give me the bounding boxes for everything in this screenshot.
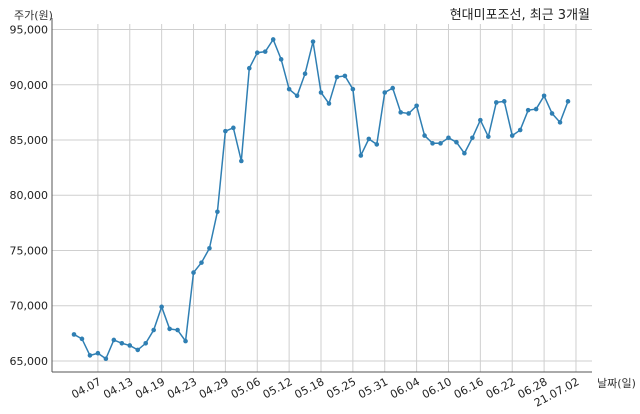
data-point	[342, 73, 348, 79]
data-point	[486, 134, 491, 139]
x-tick-label: 05.25	[324, 375, 358, 401]
data-point	[414, 103, 419, 109]
data-point	[430, 141, 435, 146]
data-point	[127, 343, 133, 348]
data-point	[207, 245, 212, 251]
grid-layer	[52, 24, 592, 372]
data-point	[525, 107, 531, 113]
data-point	[374, 142, 380, 147]
x-tick-label: 05.31	[356, 375, 390, 401]
data-point	[111, 337, 117, 343]
data-point	[143, 340, 149, 346]
data-point	[167, 326, 172, 332]
data-point	[446, 135, 451, 141]
x-tick-label: 05.06	[229, 375, 263, 401]
data-point	[462, 150, 467, 156]
data-point	[159, 304, 164, 310]
data-point	[509, 133, 515, 138]
data-point	[541, 93, 547, 99]
axes-layer	[51, 18, 592, 373]
x-tick-label: 04.13	[101, 375, 135, 401]
data-point	[422, 133, 427, 138]
x-tick-label: 04.23	[165, 375, 199, 401]
data-point	[318, 90, 324, 95]
data-point	[478, 117, 483, 123]
data-point	[454, 139, 459, 145]
x-axis-title: 날짜(일)	[597, 376, 636, 390]
data-point	[278, 57, 284, 62]
series-layer	[71, 37, 571, 362]
x-tick-label: 05.18	[292, 375, 326, 401]
data-point	[398, 110, 403, 115]
data-point	[175, 327, 180, 333]
data-point	[79, 336, 85, 342]
data-point	[549, 111, 555, 116]
y-tick-label: 70,000	[10, 300, 49, 313]
data-point	[231, 125, 236, 131]
data-point	[87, 353, 93, 358]
x-tick-labels: 04.0704.1304.1904.2304.2905.0605.1205.18…	[69, 375, 581, 409]
data-point	[191, 270, 196, 275]
data-point	[501, 99, 507, 104]
chart-title: 현대미포조선, 최근 3개월	[450, 8, 590, 23]
x-tick-label: 05.12	[261, 375, 295, 401]
data-point	[223, 128, 228, 134]
y-tick-label: 65,000	[10, 355, 49, 368]
x-tick-label: 06.10	[420, 375, 454, 401]
data-point	[183, 338, 188, 344]
data-point	[438, 141, 443, 146]
data-point	[239, 158, 244, 164]
data-point	[294, 93, 300, 99]
y-tick-label: 95,000	[10, 24, 49, 37]
x-tick-label: 04.29	[197, 375, 231, 401]
x-tick-label: 04.07	[69, 375, 103, 401]
data-point	[103, 356, 109, 362]
data-point	[135, 347, 141, 353]
y-tick-label: 85,000	[10, 134, 49, 147]
data-point	[95, 350, 101, 356]
y-tick-label: 90,000	[10, 79, 49, 92]
x-tick-label: 06.04	[388, 375, 422, 401]
data-point	[310, 39, 316, 44]
data-point	[254, 50, 260, 56]
data-point	[533, 106, 539, 112]
y-tick-label: 80,000	[10, 189, 49, 202]
data-point	[406, 111, 411, 116]
data-point	[246, 65, 252, 71]
data-point	[358, 153, 364, 158]
data-point	[270, 37, 276, 42]
data-point	[382, 90, 388, 95]
data-point	[286, 86, 292, 92]
y-tick-labels: 65,000 70,000 75,000 80,000 85,000 90,000 95,0…	[10, 24, 49, 368]
data-point	[366, 136, 372, 142]
data-point	[557, 120, 563, 125]
data-point	[390, 85, 396, 91]
y-tick-label: 75,000	[10, 244, 49, 257]
data-point	[517, 127, 523, 133]
y-axis-title: 주가(원)	[14, 9, 53, 22]
data-point	[470, 135, 475, 141]
x-tick-label: 04.19	[133, 375, 167, 401]
data-point	[262, 49, 268, 54]
x-tick-label: 06.16	[452, 375, 486, 401]
x-tick-label: 06.22	[484, 375, 518, 401]
data-point	[151, 327, 156, 333]
data-point	[334, 74, 340, 80]
data-point	[302, 71, 308, 77]
data-point	[71, 332, 77, 337]
data-point	[565, 99, 571, 104]
data-point	[215, 209, 220, 215]
data-point	[199, 260, 204, 265]
data-point	[350, 86, 356, 92]
data-point	[326, 101, 332, 106]
data-point	[119, 340, 125, 346]
data-point	[493, 100, 499, 105]
